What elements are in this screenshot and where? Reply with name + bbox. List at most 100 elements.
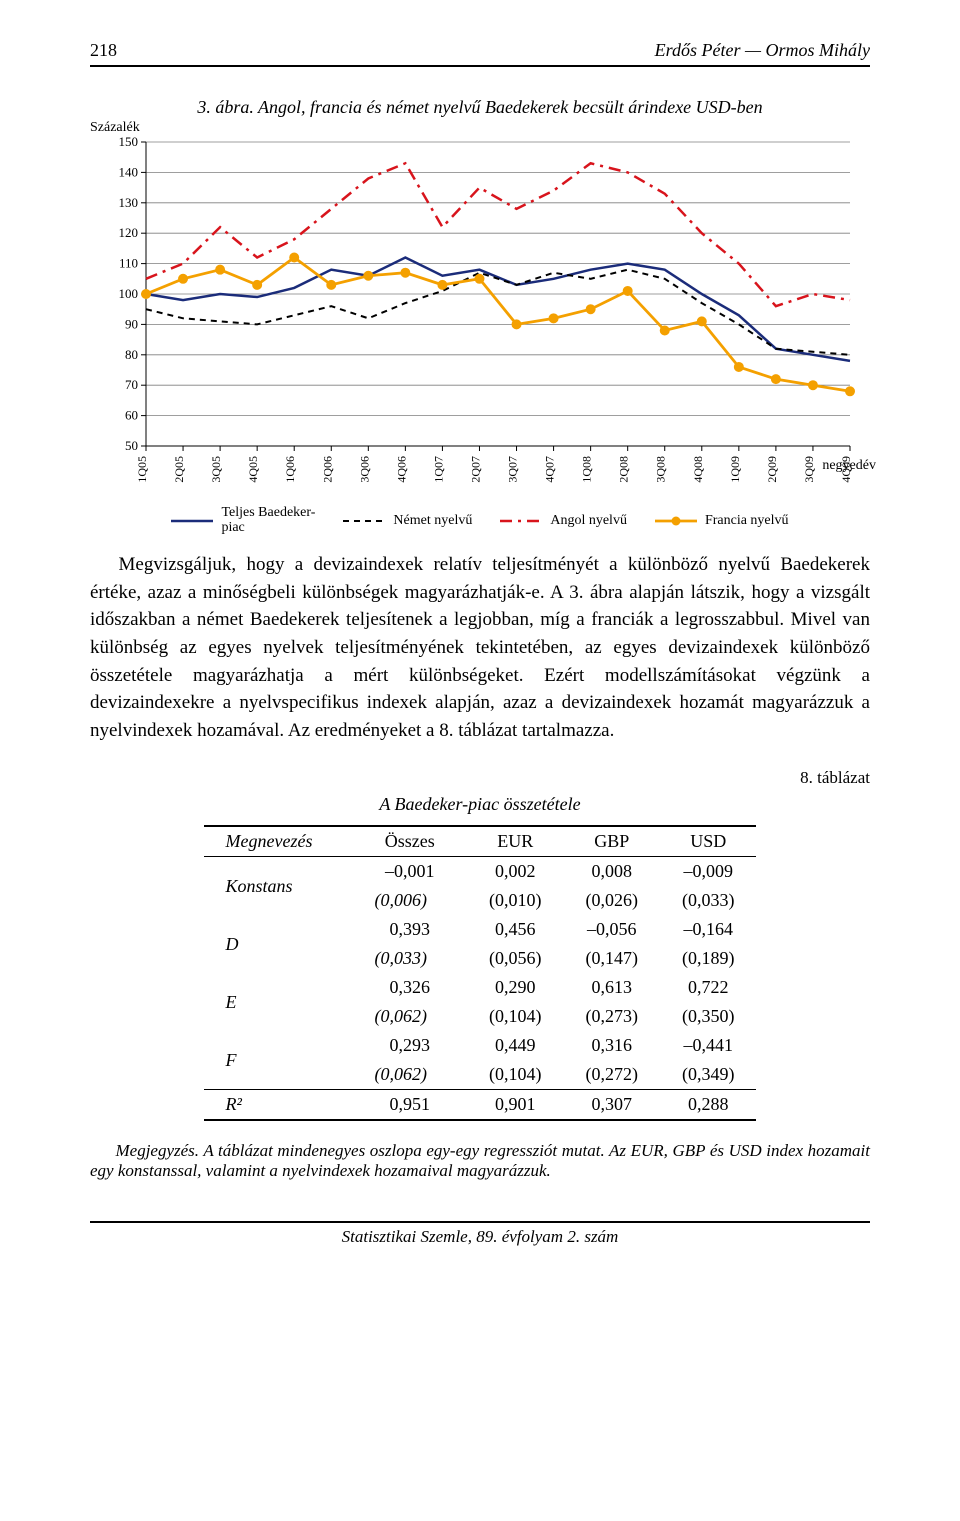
legend-swatch: [171, 514, 213, 528]
cell-stderr: (0,006): [352, 886, 467, 915]
svg-text:3Q09: 3Q09: [802, 456, 816, 483]
cell-stderr: (0,272): [563, 1060, 660, 1090]
page-number: 218: [90, 40, 117, 61]
legend-swatch: [343, 514, 385, 528]
cell-stderr: (0,026): [563, 886, 660, 915]
svg-text:3Q07: 3Q07: [506, 456, 520, 483]
cell-value: 0,288: [660, 1090, 757, 1121]
cell-value: 0,002: [467, 857, 564, 887]
svg-text:150: 150: [119, 134, 139, 149]
svg-text:4Q05: 4Q05: [246, 456, 260, 483]
table-note: Megjegyzés. A táblázat mindenegyes oszlo…: [90, 1141, 870, 1181]
legend-item: Francia nyelvű: [655, 506, 789, 535]
footer-rule: [90, 1221, 870, 1223]
cell-value: –0,056: [563, 915, 660, 944]
line-chart: Százalék negyedév 5060708090100110120130…: [90, 122, 870, 502]
table-row: D0,3930,456–0,056–0,164: [204, 915, 757, 944]
figure-title-text: Angol, francia és német nyelvű Baedekere…: [258, 97, 763, 117]
legend-label: Teljes Baedeker-piac: [221, 506, 315, 535]
legend-swatch: [655, 514, 697, 528]
legend-item: Teljes Baedeker-piac: [171, 506, 315, 535]
regression-table: MegnevezésÖsszesEURGBPUSDKonstans–0,0010…: [204, 825, 757, 1121]
cell-stderr: (0,147): [563, 944, 660, 973]
legend-label: Angol nyelvű: [550, 513, 627, 529]
cell-value: 0,393: [352, 915, 467, 944]
cell-stderr: (0,273): [563, 1002, 660, 1031]
svg-text:4Q07: 4Q07: [543, 456, 557, 483]
page: 218 Erdős Péter — Ormos Mihály 3. ábra. …: [0, 0, 960, 1287]
cell-stderr: (0,033): [660, 886, 757, 915]
svg-text:2Q07: 2Q07: [468, 456, 482, 483]
row-label: Konstans: [204, 857, 353, 916]
cell-stderr: (0,062): [352, 1002, 467, 1031]
svg-text:1Q05: 1Q05: [135, 456, 149, 483]
figure-title: 3. ábra. Angol, francia és német nyelvű …: [90, 97, 870, 118]
cell-value: 0,290: [467, 973, 564, 1002]
figure-number: 3. ábra.: [197, 97, 258, 117]
svg-text:140: 140: [119, 164, 139, 179]
svg-text:4Q06: 4Q06: [394, 456, 408, 483]
cell-value: –0,009: [660, 857, 757, 887]
svg-text:100: 100: [119, 286, 139, 301]
cell-value: 0,613: [563, 973, 660, 1002]
cell-value: –0,441: [660, 1031, 757, 1060]
legend-swatch: [500, 514, 542, 528]
svg-text:130: 130: [119, 195, 139, 210]
legend-label: Francia nyelvű: [705, 513, 789, 529]
svg-text:110: 110: [119, 256, 138, 271]
table-row: E0,3260,2900,6130,722: [204, 973, 757, 1002]
svg-text:50: 50: [125, 438, 138, 453]
cell-value: –0,001: [352, 857, 467, 887]
table-row: Konstans–0,0010,0020,008–0,009: [204, 857, 757, 887]
cell-value: 0,316: [563, 1031, 660, 1060]
body-paragraph: Megvizsgáljuk, hogy a devizaindexek rela…: [90, 551, 870, 744]
header-rule: [90, 65, 870, 67]
row-label: D: [204, 915, 353, 973]
cell-value: 0,293: [352, 1031, 467, 1060]
cell-stderr: (0,010): [467, 886, 564, 915]
cell-stderr: (0,056): [467, 944, 564, 973]
x-axis-label: negyedév: [822, 458, 876, 474]
row-label: E: [204, 973, 353, 1031]
legend-label: Német nyelvű: [393, 513, 472, 529]
cell-stderr: (0,104): [467, 1002, 564, 1031]
svg-text:60: 60: [125, 408, 138, 423]
svg-text:1Q09: 1Q09: [728, 456, 742, 483]
svg-text:1Q06: 1Q06: [283, 456, 297, 483]
cell-stderr: (0,062): [352, 1060, 467, 1090]
table-header-cell: Összes: [352, 826, 467, 857]
note-text: A táblázat mindenegyes oszlopa egy-egy r…: [90, 1141, 870, 1180]
table-row: F0,2930,4490,316–0,441: [204, 1031, 757, 1060]
table-number: 8. táblázat: [90, 768, 870, 788]
cell-stderr: (0,349): [660, 1060, 757, 1090]
footer: Statisztikai Szemle, 89. évfolyam 2. szá…: [90, 1227, 870, 1247]
cell-value: 0,326: [352, 973, 467, 1002]
svg-text:3Q06: 3Q06: [357, 456, 371, 483]
svg-text:4Q08: 4Q08: [691, 456, 705, 483]
table-header-cell: GBP: [563, 826, 660, 857]
row-label: R²: [204, 1090, 353, 1121]
svg-text:2Q08: 2Q08: [617, 456, 631, 483]
cell-value: 0,449: [467, 1031, 564, 1060]
cell-value: 0,008: [563, 857, 660, 887]
cell-value: 0,901: [467, 1090, 564, 1121]
cell-value: 0,722: [660, 973, 757, 1002]
svg-text:2Q06: 2Q06: [320, 456, 334, 483]
authors: Erdős Péter — Ormos Mihály: [655, 40, 870, 61]
svg-text:3Q05: 3Q05: [209, 456, 223, 483]
table-header-cell: EUR: [467, 826, 564, 857]
svg-text:1Q07: 1Q07: [431, 456, 445, 483]
cell-stderr: (0,189): [660, 944, 757, 973]
note-label: Megjegyzés.: [116, 1141, 204, 1160]
cell-value: 0,951: [352, 1090, 467, 1121]
cell-stderr: (0,350): [660, 1002, 757, 1031]
table-header-cell: Megnevezés: [204, 826, 353, 857]
svg-text:80: 80: [125, 347, 138, 362]
cell-value: 0,456: [467, 915, 564, 944]
cell-stderr: (0,104): [467, 1060, 564, 1090]
chart-svg: 50607080901001101201301401501Q052Q053Q05…: [90, 122, 870, 502]
svg-text:120: 120: [119, 225, 139, 240]
svg-text:70: 70: [125, 377, 138, 392]
cell-value: 0,307: [563, 1090, 660, 1121]
table-row-r2: R²0,9510,9010,3070,288: [204, 1090, 757, 1121]
